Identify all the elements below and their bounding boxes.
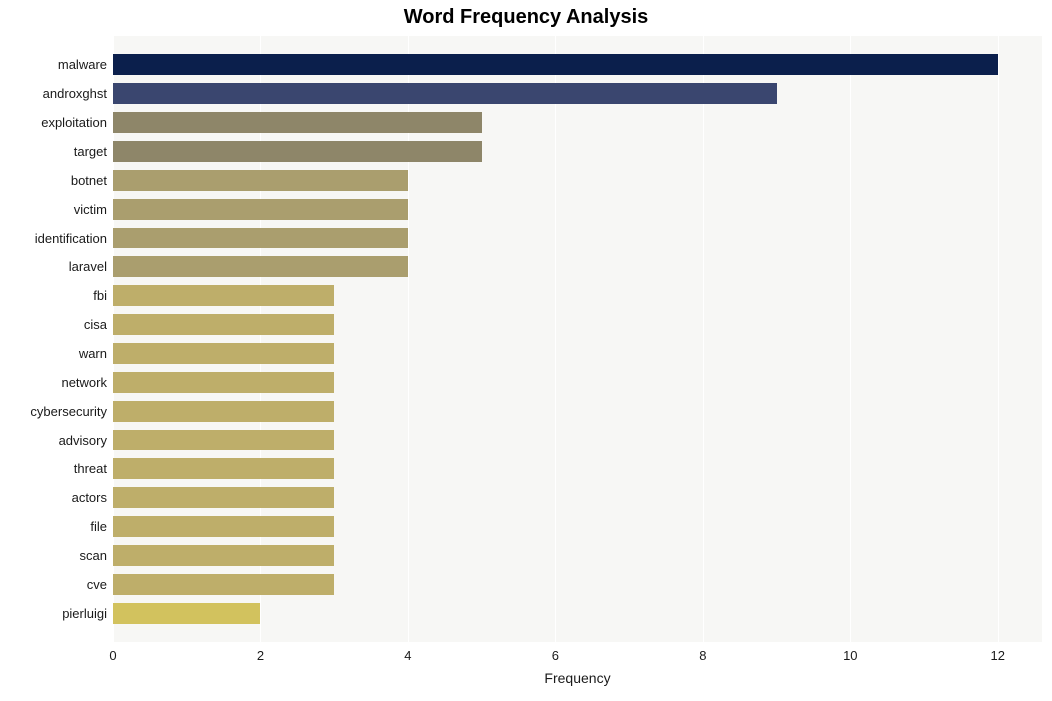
gridline xyxy=(703,36,704,642)
y-tick-label: botnet xyxy=(71,173,107,188)
y-tick-label: warn xyxy=(79,346,107,361)
y-tick-label: identification xyxy=(35,231,107,246)
x-tick-label: 4 xyxy=(404,648,411,663)
bar xyxy=(113,458,334,479)
y-tick-label: fbi xyxy=(93,288,107,303)
gridline xyxy=(850,36,851,642)
bar xyxy=(113,401,334,422)
x-tick-label: 6 xyxy=(552,648,559,663)
bar xyxy=(113,228,408,249)
y-tick-label: laravel xyxy=(69,259,107,274)
y-tick-label: victim xyxy=(74,202,107,217)
x-tick-label: 8 xyxy=(699,648,706,663)
y-tick-label: cve xyxy=(87,577,107,592)
plot-area xyxy=(113,36,1042,642)
bar xyxy=(113,199,408,220)
bar xyxy=(113,487,334,508)
x-tick-label: 12 xyxy=(991,648,1005,663)
bar xyxy=(113,545,334,566)
chart-title: Word Frequency Analysis xyxy=(0,6,1052,29)
y-tick-label: threat xyxy=(74,461,107,476)
bar xyxy=(113,285,334,306)
y-tick-label: advisory xyxy=(59,433,107,448)
bar xyxy=(113,112,482,133)
bar xyxy=(113,430,334,451)
bar xyxy=(113,141,482,162)
x-tick-label: 10 xyxy=(843,648,857,663)
bar xyxy=(113,516,334,537)
bar xyxy=(113,574,334,595)
y-tick-label: pierluigi xyxy=(62,606,107,621)
word-frequency-chart: Word Frequency Analysis Frequency 0 2 4 6 8 1… xyxy=(0,0,1052,701)
y-tick-label: exploitation xyxy=(41,115,107,130)
bar xyxy=(113,83,777,104)
bar xyxy=(113,603,260,624)
bar xyxy=(113,54,998,75)
x-tick-label: 0 xyxy=(109,648,116,663)
bar xyxy=(113,314,334,335)
y-tick-label: actors xyxy=(72,490,107,505)
y-tick-label: network xyxy=(61,375,107,390)
gridline xyxy=(998,36,999,642)
y-tick-label: cybersecurity xyxy=(30,404,107,419)
bar xyxy=(113,170,408,191)
y-tick-label: file xyxy=(90,519,107,534)
y-tick-label: target xyxy=(74,144,107,159)
bar xyxy=(113,343,334,364)
y-tick-label: scan xyxy=(80,548,107,563)
bar xyxy=(113,256,408,277)
y-tick-label: cisa xyxy=(84,317,107,332)
y-tick-label: androxghst xyxy=(43,86,107,101)
x-axis-title: Frequency xyxy=(113,670,1042,686)
gridline xyxy=(555,36,556,642)
bar xyxy=(113,372,334,393)
y-tick-label: malware xyxy=(58,57,107,72)
x-tick-label: 2 xyxy=(257,648,264,663)
